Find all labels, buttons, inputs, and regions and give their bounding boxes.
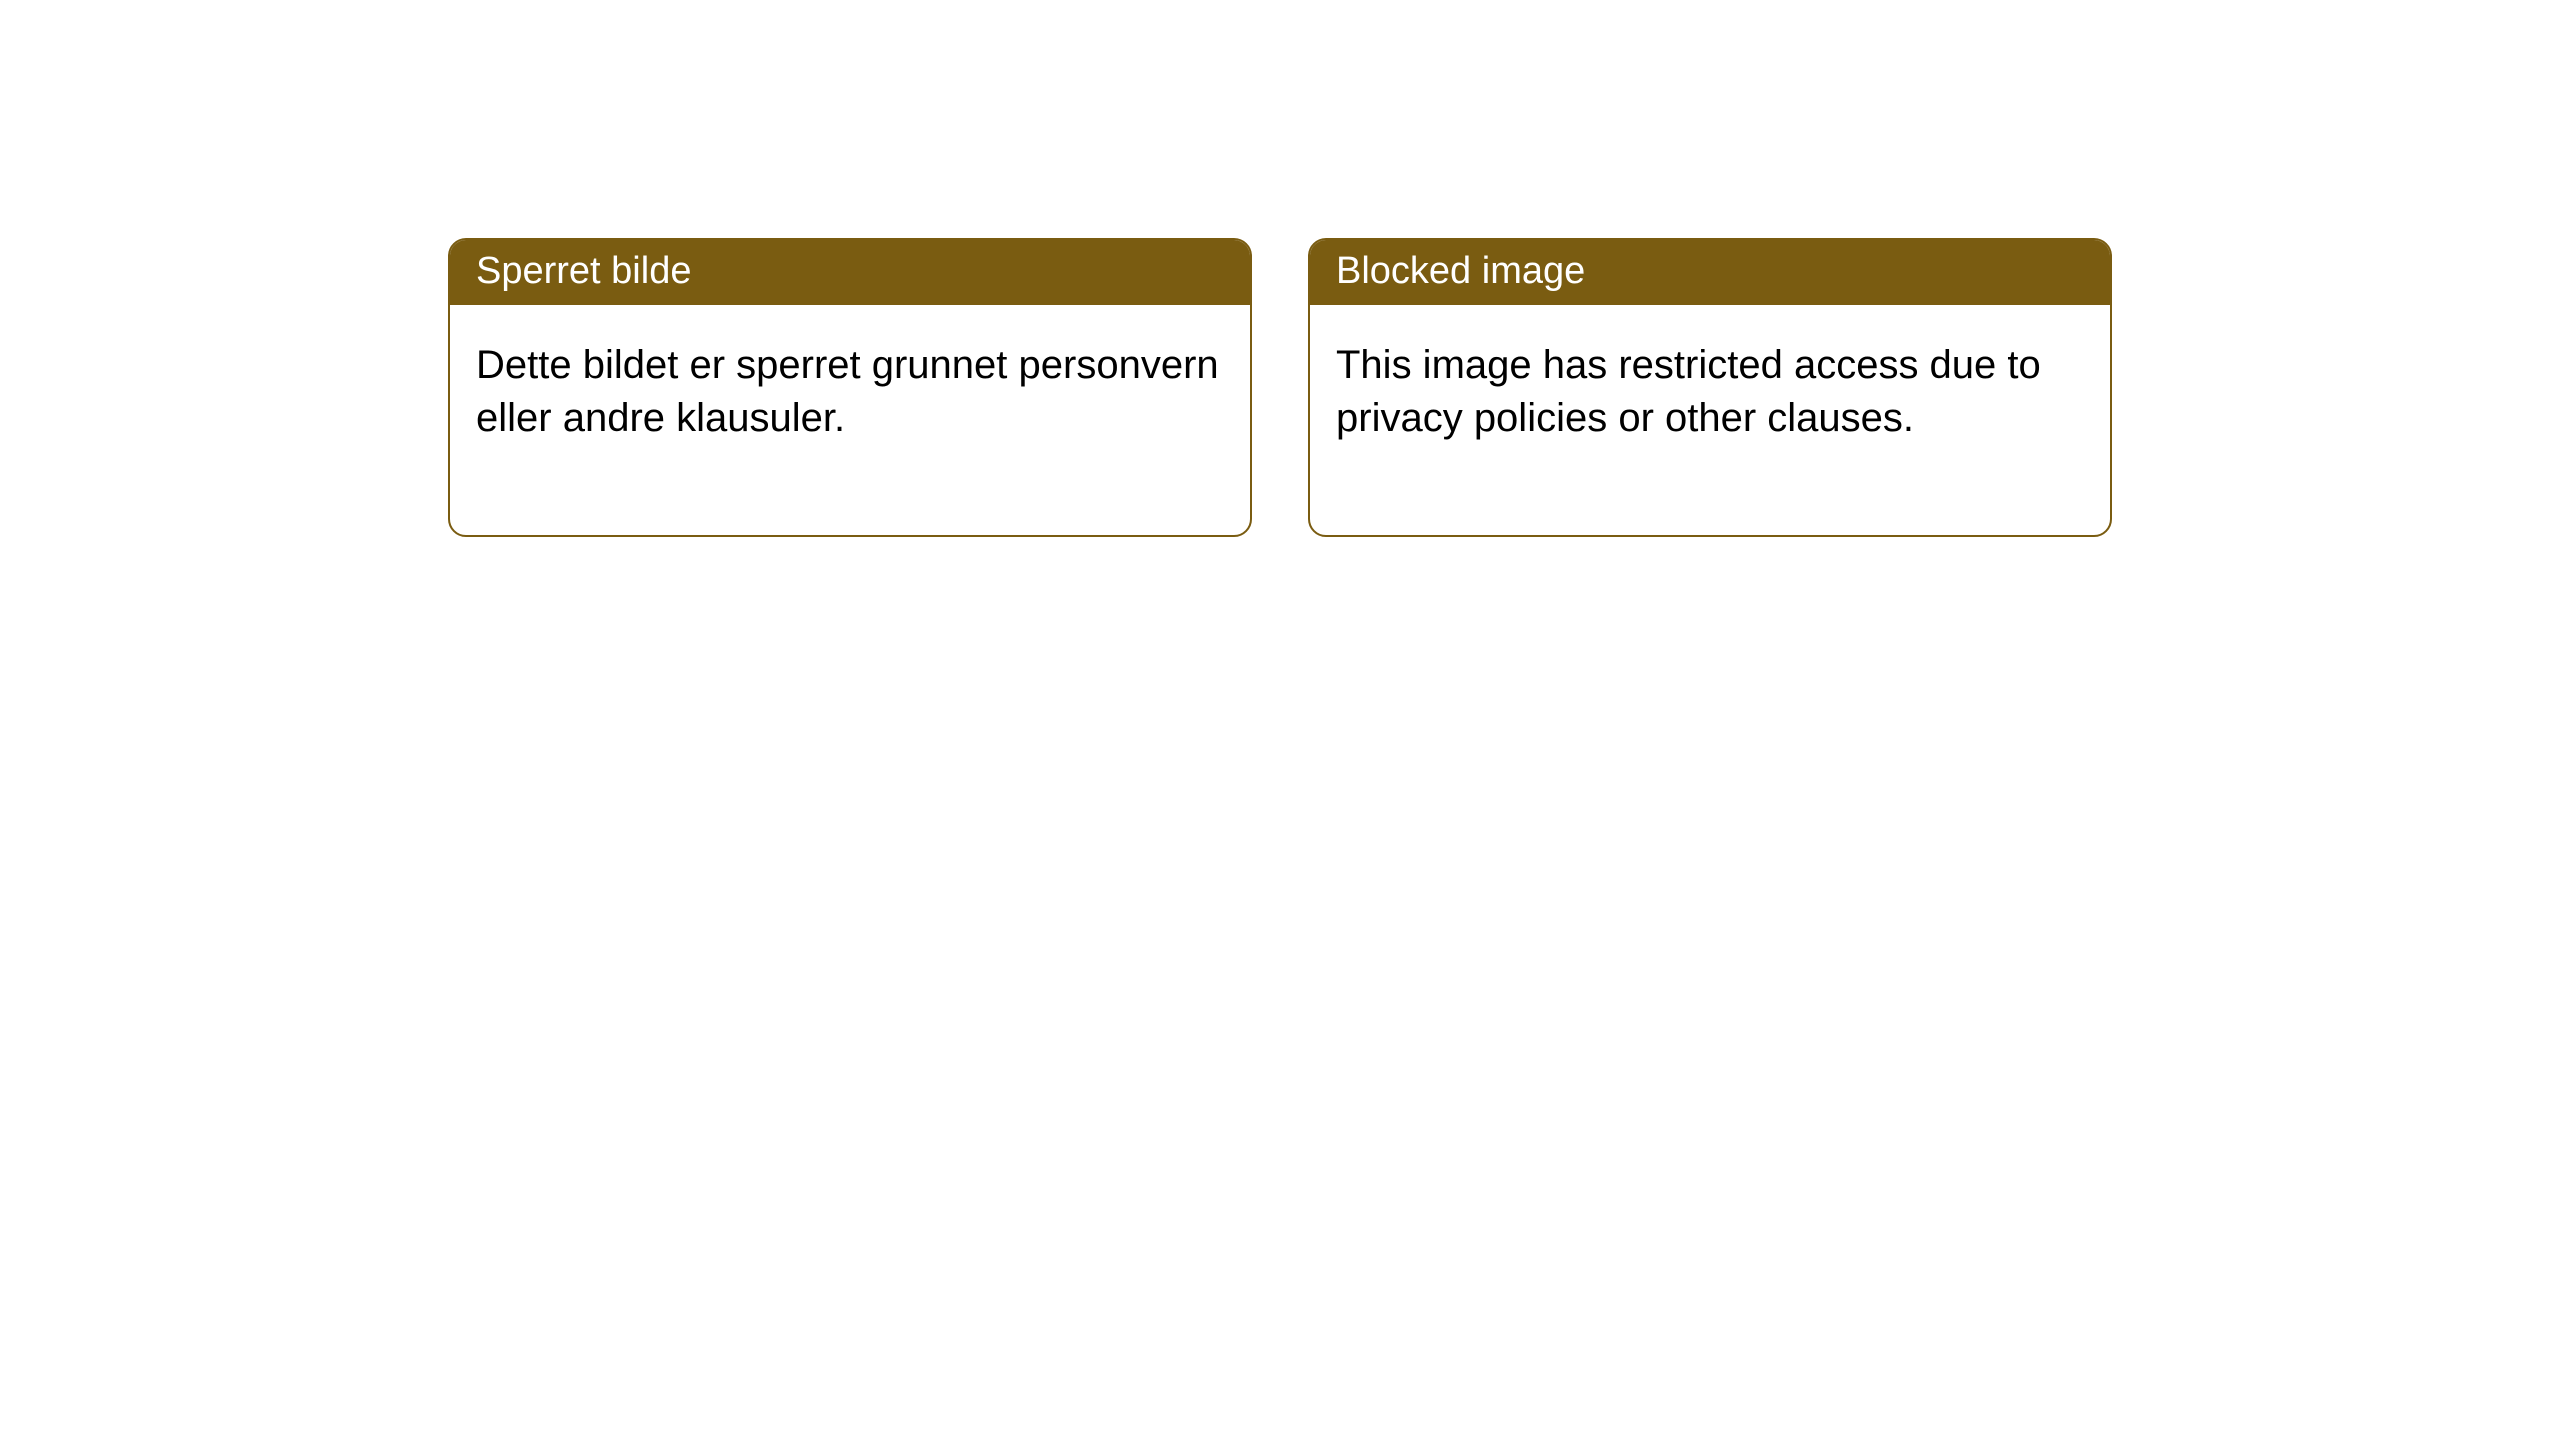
- notice-card-english: Blocked image This image has restricted …: [1308, 238, 2112, 537]
- notice-card-title: Blocked image: [1310, 240, 2110, 305]
- notice-card-body: Dette bildet er sperret grunnet personve…: [450, 305, 1250, 535]
- notice-card-title: Sperret bilde: [450, 240, 1250, 305]
- notice-card-norwegian: Sperret bilde Dette bildet er sperret gr…: [448, 238, 1252, 537]
- notice-card-body: This image has restricted access due to …: [1310, 305, 2110, 535]
- notice-cards-container: Sperret bilde Dette bildet er sperret gr…: [0, 0, 2560, 537]
